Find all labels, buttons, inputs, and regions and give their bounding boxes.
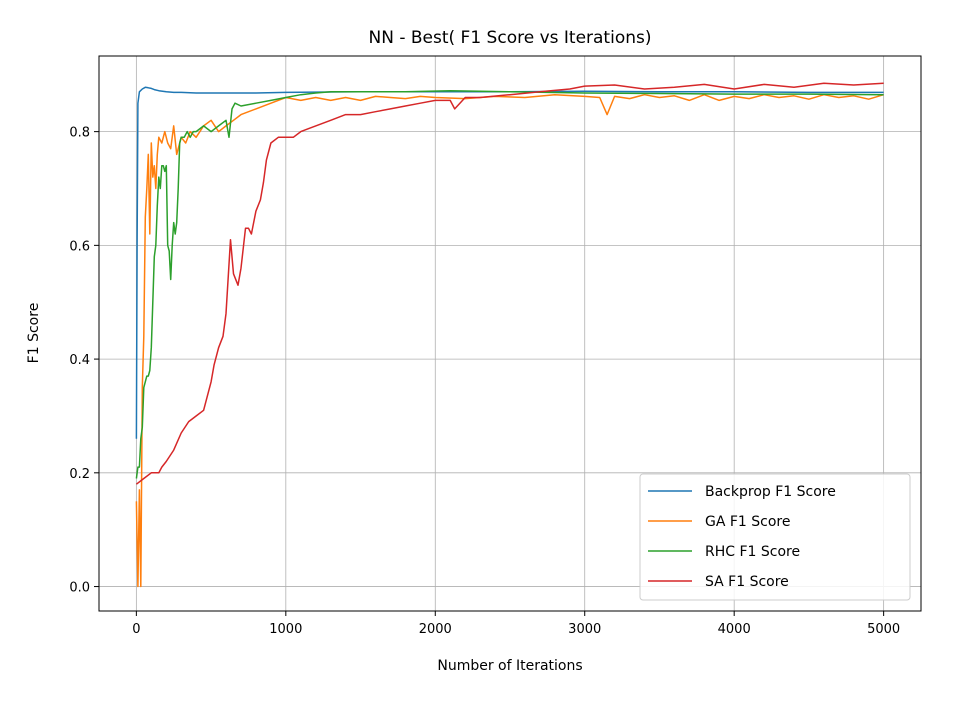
series-line-backprop — [135, 86, 884, 439]
y-tick-label: 0.2 — [69, 467, 90, 482]
x-axis-label: Number of Iterations — [437, 658, 582, 674]
x-tick-label: 4000 — [718, 622, 751, 637]
legend-label-sa: SA F1 Score — [705, 574, 789, 590]
x-ticks: 0 1000 2000 3000 4000 5000 — [132, 611, 900, 637]
legend-label-ga: GA F1 Score — [705, 514, 791, 530]
y-ticks: 0.0 0.2 0.4 0.6 0.8 — [69, 126, 99, 596]
x-tick-label: 1000 — [269, 622, 302, 637]
series-line-rhc — [135, 89, 884, 479]
series-line-sa — [135, 82, 884, 485]
plot-frame — [98, 55, 922, 612]
x-tick-label: 2000 — [419, 622, 452, 637]
legend: Backprop F1 Score GA F1 Score RHC F1 Sco… — [639, 473, 911, 601]
y-axis-label: F1 Score — [26, 303, 42, 364]
series-group — [135, 82, 884, 588]
legend-label-rhc: RHC F1 Score — [705, 544, 800, 560]
x-tick-label: 5000 — [867, 622, 900, 637]
y-tick-label: 0.0 — [69, 581, 90, 596]
series-line-ga — [135, 93, 884, 588]
y-tick-label: 0.6 — [69, 239, 90, 254]
y-tick-label: 0.4 — [69, 353, 90, 368]
chart-title: NN - Best( F1 Score vs Iterations) — [369, 28, 652, 48]
y-tick-label: 0.8 — [69, 126, 90, 141]
grid — [99, 56, 921, 611]
legend-box — [639, 473, 911, 601]
x-tick-label: 0 — [132, 622, 140, 637]
legend-label-backprop: Backprop F1 Score — [705, 484, 836, 500]
x-tick-label: 3000 — [568, 622, 601, 637]
